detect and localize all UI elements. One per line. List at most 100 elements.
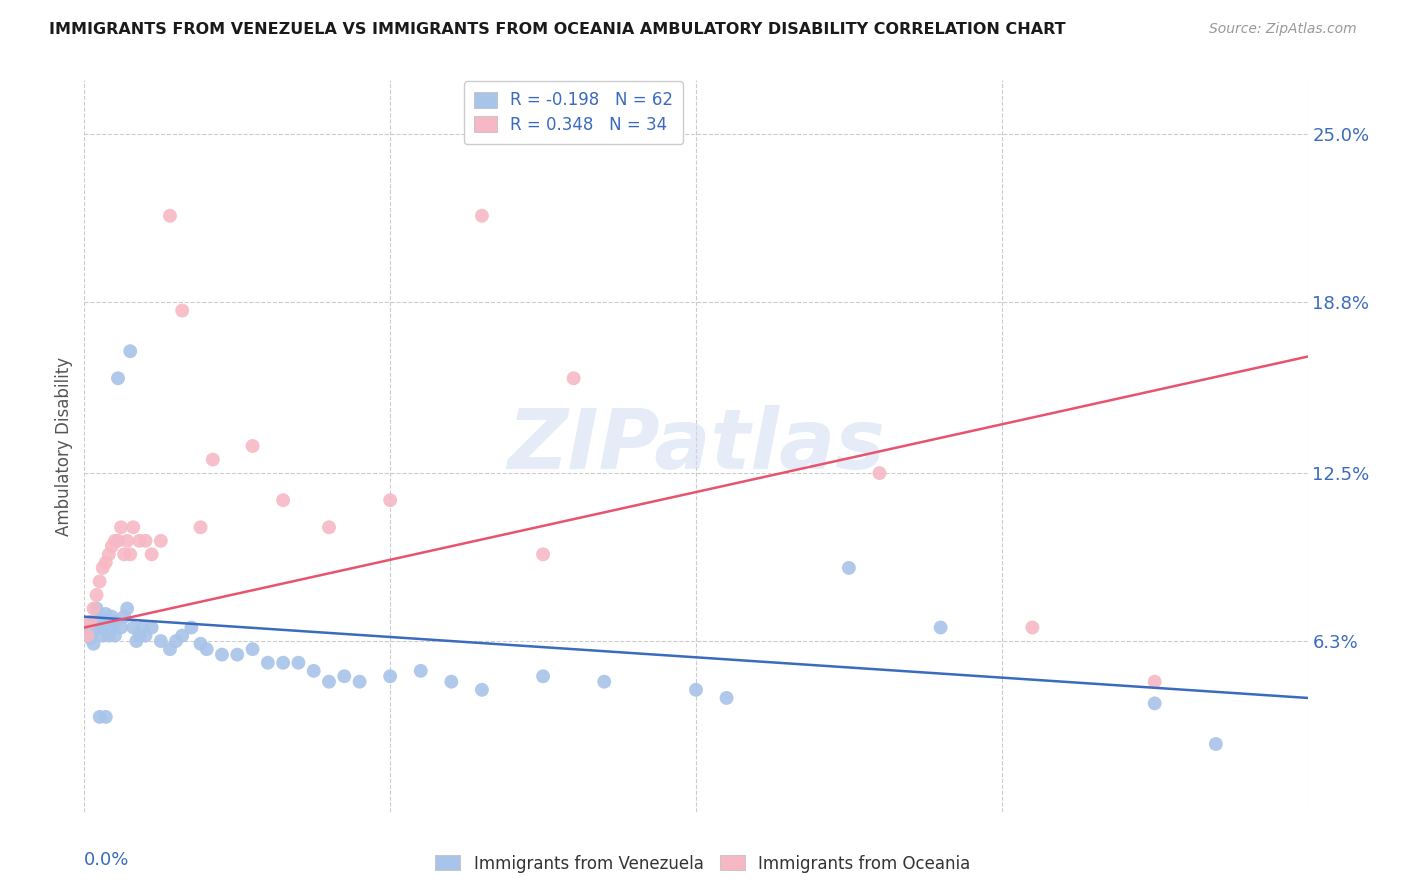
Point: [242, 439, 264, 453]
Point: [929, 620, 952, 634]
Point: [110, 520, 132, 534]
Point: [271, 493, 294, 508]
Point: [685, 682, 707, 697]
Point: [94, 710, 117, 724]
Point: [101, 539, 124, 553]
Point: [1143, 697, 1166, 711]
Point: [110, 620, 132, 634]
Point: [440, 674, 463, 689]
Point: [94, 607, 117, 621]
Point: [149, 533, 172, 548]
Point: [333, 669, 356, 683]
Point: [838, 561, 860, 575]
Point: [318, 520, 340, 534]
Point: [115, 533, 138, 548]
Point: [128, 629, 150, 643]
Point: [211, 648, 233, 662]
Point: [79, 615, 101, 629]
Point: [122, 620, 145, 634]
Point: [112, 609, 135, 624]
Point: [115, 601, 138, 615]
Point: [89, 609, 111, 624]
Point: [716, 690, 738, 705]
Point: [89, 620, 111, 634]
Point: [104, 629, 127, 643]
Point: [86, 588, 108, 602]
Point: [159, 209, 181, 223]
Point: [190, 637, 212, 651]
Point: [83, 601, 105, 615]
Point: [125, 634, 148, 648]
Point: [195, 642, 218, 657]
Point: [531, 547, 554, 561]
Point: [91, 629, 114, 643]
Point: [257, 656, 280, 670]
Point: [86, 615, 108, 629]
Point: [83, 637, 105, 651]
Point: [1143, 674, 1166, 689]
Point: [159, 642, 181, 657]
Point: [135, 533, 157, 548]
Point: [79, 632, 101, 646]
Point: [104, 615, 127, 629]
Point: [349, 674, 371, 689]
Point: [76, 620, 98, 634]
Point: [91, 561, 114, 575]
Point: [380, 493, 402, 508]
Point: [76, 629, 98, 643]
Point: [79, 615, 101, 629]
Point: [1021, 620, 1043, 634]
Point: [562, 371, 585, 385]
Point: [149, 634, 172, 648]
Point: [471, 682, 494, 697]
Point: [122, 520, 145, 534]
Point: [107, 371, 129, 385]
Text: Source: ZipAtlas.com: Source: ZipAtlas.com: [1209, 22, 1357, 37]
Point: [131, 620, 153, 634]
Point: [593, 674, 616, 689]
Point: [531, 669, 554, 683]
Point: [1205, 737, 1227, 751]
Text: IMMIGRANTS FROM VENEZUELA VS IMMIGRANTS FROM OCEANIA AMBULATORY DISABILITY CORRE: IMMIGRANTS FROM VENEZUELA VS IMMIGRANTS …: [49, 22, 1066, 37]
Point: [120, 344, 142, 359]
Legend: R = -0.198   N = 62, R = 0.348   N = 34: R = -0.198 N = 62, R = 0.348 N = 34: [464, 81, 683, 144]
Point: [89, 574, 111, 589]
Point: [94, 556, 117, 570]
Point: [86, 601, 108, 615]
Point: [97, 629, 120, 643]
Point: [89, 710, 111, 724]
Point: [302, 664, 325, 678]
Text: ZIPatlas: ZIPatlas: [508, 406, 884, 486]
Point: [141, 620, 163, 634]
Point: [83, 624, 105, 638]
Point: [180, 620, 202, 634]
Point: [91, 615, 114, 629]
Point: [271, 656, 294, 670]
Point: [318, 674, 340, 689]
Point: [471, 209, 494, 223]
Y-axis label: Ambulatory Disability: Ambulatory Disability: [55, 357, 73, 535]
Point: [94, 620, 117, 634]
Point: [172, 303, 194, 318]
Point: [101, 609, 124, 624]
Point: [226, 648, 249, 662]
Point: [97, 547, 120, 561]
Point: [380, 669, 402, 683]
Point: [112, 547, 135, 561]
Point: [242, 642, 264, 657]
Point: [76, 629, 98, 643]
Legend: Immigrants from Venezuela, Immigrants from Oceania: Immigrants from Venezuela, Immigrants fr…: [429, 848, 977, 880]
Point: [201, 452, 224, 467]
Point: [141, 547, 163, 561]
Point: [869, 466, 891, 480]
Point: [135, 629, 157, 643]
Text: 0.0%: 0.0%: [84, 851, 129, 869]
Point: [101, 620, 124, 634]
Point: [409, 664, 432, 678]
Point: [120, 547, 142, 561]
Point: [287, 656, 309, 670]
Point: [107, 533, 129, 548]
Point: [190, 520, 212, 534]
Point: [165, 634, 187, 648]
Point: [172, 629, 194, 643]
